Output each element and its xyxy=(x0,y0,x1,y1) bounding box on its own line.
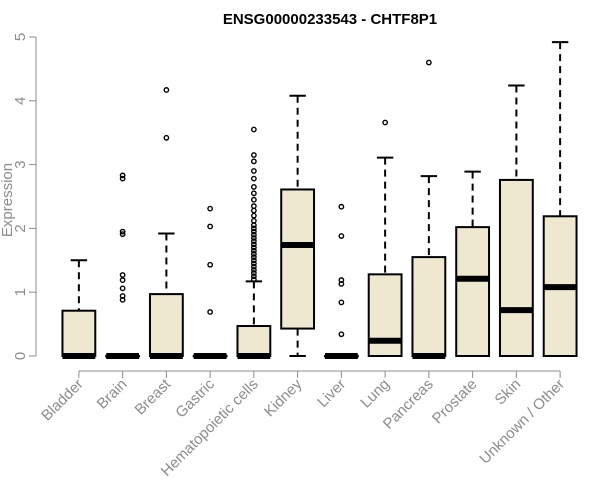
box-skin xyxy=(498,84,534,357)
x-tick-label: Breast xyxy=(132,375,175,418)
box-iqr xyxy=(498,178,534,357)
y-tick-label: 1 xyxy=(12,288,29,296)
outlier-point xyxy=(338,331,345,338)
outlier-point xyxy=(250,241,257,248)
box-iqr xyxy=(148,293,184,358)
box-iqr xyxy=(455,226,491,357)
box-pancreas xyxy=(411,59,447,359)
box-bladder xyxy=(61,259,97,359)
x-tick-label: Bladder xyxy=(38,376,87,425)
box-iqr xyxy=(367,273,403,357)
outlier-point xyxy=(425,59,432,66)
outlier-point xyxy=(119,285,126,292)
outlier-point xyxy=(250,238,257,245)
outlier-point xyxy=(250,257,257,264)
outlier-point xyxy=(119,172,126,179)
outlier-point xyxy=(250,273,257,280)
outlier-point xyxy=(250,126,257,133)
outlier-point xyxy=(250,175,257,182)
outlier-point xyxy=(338,203,345,210)
outlier-point xyxy=(250,203,257,209)
box-gastric xyxy=(192,205,228,359)
outlier-point xyxy=(119,293,126,299)
outlier-point xyxy=(250,184,257,190)
box-prostate xyxy=(455,170,491,357)
box-kidney xyxy=(280,94,316,357)
outlier-point xyxy=(119,175,126,182)
outlier-point xyxy=(163,134,170,141)
outlier-point xyxy=(250,263,257,270)
y-axis-label: Expression xyxy=(0,163,16,237)
outlier-point xyxy=(338,233,345,239)
outlier-point xyxy=(250,254,257,261)
outlier-point xyxy=(207,223,214,230)
box-unknown-other xyxy=(542,41,578,357)
y-tick-label: 3 xyxy=(12,160,29,168)
box-iqr xyxy=(280,188,316,330)
outlier-point xyxy=(119,231,126,238)
y-tick-label: 4 xyxy=(12,97,29,105)
outlier-point xyxy=(119,228,126,235)
outlier-point xyxy=(338,277,345,283)
outlier-point xyxy=(250,168,257,174)
outlier-point xyxy=(250,196,257,203)
outlier-point xyxy=(119,277,126,283)
outlier-point xyxy=(250,235,257,241)
outlier-point xyxy=(250,251,257,257)
outlier-point xyxy=(250,217,257,224)
box-series xyxy=(61,41,578,359)
x-tick-label: Prostate xyxy=(429,376,481,428)
outlier-point xyxy=(163,87,170,93)
y-tick-label: 0 xyxy=(12,352,29,360)
outlier-point xyxy=(338,299,345,306)
outlier-point xyxy=(250,266,257,273)
outlier-point xyxy=(250,276,257,283)
outlier-point xyxy=(207,205,214,212)
x-tick-label: Liver xyxy=(314,376,349,411)
y-axis: 0 1 2 3 4 5 xyxy=(12,33,37,360)
box-iqr xyxy=(236,325,272,358)
outlier-point xyxy=(250,225,257,232)
y-tick-label: 2 xyxy=(12,224,29,232)
box-brain xyxy=(105,172,141,359)
x-tick-label: Lung xyxy=(357,376,393,412)
outlier-point xyxy=(250,207,257,214)
box-hematopoietic-cells xyxy=(236,126,272,359)
outlier-point xyxy=(250,158,257,165)
outlier-point xyxy=(250,231,257,238)
outlier-point xyxy=(250,260,257,267)
outlier-point xyxy=(250,270,257,276)
outlier-point xyxy=(207,261,214,268)
outlier-point xyxy=(250,244,257,251)
x-tick-label: Brain xyxy=(94,376,131,413)
box-breast xyxy=(148,87,184,359)
y-tick-label: 5 xyxy=(12,33,29,41)
outlier-point xyxy=(250,228,257,235)
outlier-point xyxy=(250,152,257,158)
outlier-point xyxy=(250,212,257,219)
outlier-point xyxy=(207,309,214,315)
outlier-point xyxy=(382,119,389,126)
outlier-point xyxy=(119,272,126,278)
chart-title: ENSG00000233543 - CHTF8P1 xyxy=(223,11,437,28)
box-lung xyxy=(367,119,403,357)
outlier-point xyxy=(250,222,257,229)
x-tick-label: Kidney xyxy=(261,375,306,420)
outlier-point xyxy=(250,247,257,254)
box-iqr xyxy=(411,256,447,357)
x-tick-label: Skin xyxy=(492,376,525,409)
box-liver xyxy=(323,203,359,359)
box-iqr xyxy=(61,309,97,357)
outlier-point xyxy=(250,190,257,197)
